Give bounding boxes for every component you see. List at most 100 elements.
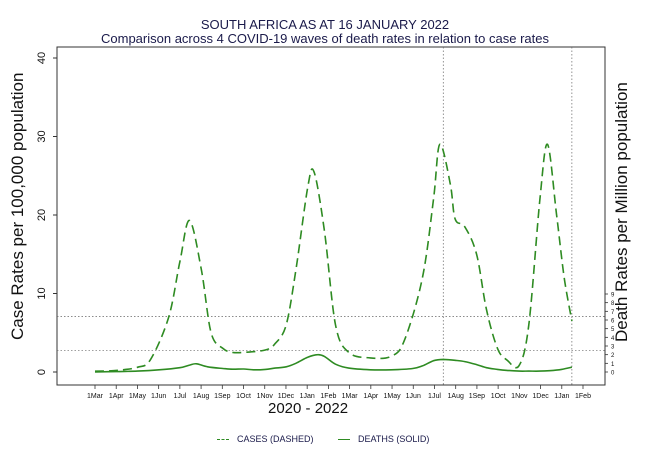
data-point-0-39	[564, 277, 565, 278]
y-right-tick-label-5: 5	[611, 327, 615, 333]
data-point-0-9	[222, 348, 223, 349]
data-point-0-22	[391, 356, 392, 357]
data-point-0-34	[518, 365, 519, 366]
legend-swatch-cases	[217, 438, 229, 440]
x-tick-label-15: 1Jun	[406, 393, 421, 400]
y-left-tick-label-4: 40	[36, 52, 48, 64]
data-point-1-18	[324, 356, 325, 357]
data-point-1-9	[232, 369, 233, 370]
x-tick-label-1: 1Apr	[109, 393, 124, 400]
x-tick-label-9: 1Dec	[278, 393, 295, 400]
x-tick-label-4: 1Jul	[173, 393, 186, 400]
x-tick-label-11: 1Feb	[320, 393, 336, 400]
data-point-0-13	[274, 343, 275, 344]
data-point-0-3	[150, 359, 151, 360]
data-point-1-34	[528, 371, 529, 372]
data-point-1-4	[179, 367, 180, 368]
data-point-0-12	[265, 349, 266, 350]
data-point-1-12	[265, 369, 266, 370]
series-line-deaths	[94, 353, 573, 373]
data-point-0-29	[464, 226, 465, 227]
data-point-1-36	[549, 370, 550, 371]
x-tick-label-2: 1May	[129, 393, 147, 400]
data-point-0-5	[179, 262, 180, 263]
data-point-0-4	[168, 317, 169, 318]
legend-label-deaths: DEATHS (SOLID)	[358, 434, 430, 444]
y-right-tick-label-1: 1	[611, 362, 615, 368]
legend-swatch-deaths	[338, 438, 350, 440]
x-tick-label-16: 1Jul	[428, 393, 441, 400]
data-point-0-6	[189, 220, 190, 221]
data-point-1-16	[307, 357, 308, 358]
data-point-1-3	[158, 369, 159, 370]
data-point-0-2	[137, 367, 138, 368]
data-point-1-29	[476, 364, 477, 365]
data-point-0-24	[422, 277, 423, 278]
data-point-1-25	[433, 360, 434, 361]
data-point-0-18	[324, 230, 325, 231]
data-point-0-25	[433, 199, 434, 200]
legend-item-cases: CASES (DASHED)	[217, 434, 314, 444]
data-point-0-7	[201, 269, 202, 270]
y-axis-left-label: Case Rates per 100,000 population	[8, 72, 27, 340]
data-point-0-31	[486, 309, 487, 310]
data-point-1-22	[391, 369, 392, 370]
data-point-0-32	[497, 348, 498, 349]
data-point-1-5	[189, 365, 190, 366]
data-point-1-33	[518, 371, 519, 372]
x-tick-label-6: 1Sep	[214, 393, 230, 400]
y-right-tick-label-6: 6	[611, 319, 615, 325]
plot-frame	[56, 46, 606, 386]
data-point-1-8	[222, 368, 223, 369]
data-point-0-15	[295, 269, 296, 270]
data-point-0-8	[211, 332, 212, 333]
x-tick-label-0: 1Mar	[87, 393, 104, 400]
y-right-tick-label-7: 7	[611, 310, 615, 316]
data-point-1-13	[274, 368, 275, 369]
x-tick-label-7: 1Oct	[236, 393, 251, 400]
data-point-1-14	[286, 366, 287, 367]
data-point-1-19	[335, 364, 336, 365]
data-point-0-11	[243, 352, 244, 353]
data-point-0-30	[476, 254, 477, 255]
data-point-1-1	[116, 371, 117, 372]
y-axis-right-label: Death Rates per Million population	[612, 82, 631, 342]
x-tick-label-20: 1Nov	[511, 393, 528, 400]
x-tick-label-10: 1Jan	[300, 393, 315, 400]
x-tick-label-19: 1Oct	[491, 393, 506, 400]
data-point-1-32	[507, 370, 508, 371]
data-point-0-23	[404, 340, 405, 341]
data-point-0-28	[455, 218, 456, 219]
data-point-1-23	[412, 368, 413, 369]
data-point-0-10	[232, 352, 233, 353]
x-axis-label: 2020 - 2022	[268, 400, 349, 417]
data-point-1-31	[497, 369, 498, 370]
data-point-1-37	[561, 369, 562, 370]
data-point-1-21	[370, 369, 371, 370]
x-tick-label-22: 1Jan	[554, 393, 569, 400]
x-tick-label-3: 1Jun	[151, 393, 166, 400]
series-line-cases	[94, 143, 573, 372]
legend-item-deaths: DEATHS (SOLID)	[338, 434, 429, 444]
x-tick-label-5: 1Aug	[193, 393, 209, 400]
data-point-1-27	[455, 360, 456, 361]
data-point-1-35	[539, 371, 540, 372]
data-point-0-26	[439, 144, 440, 145]
data-point-0-16	[307, 187, 308, 188]
data-point-1-17	[317, 354, 318, 355]
data-point-1-10	[243, 368, 244, 369]
data-point-0-38	[556, 214, 557, 215]
y-left-tick-label-2: 20	[36, 209, 48, 221]
data-point-0-37	[547, 144, 548, 145]
x-tick-label-17: 1Aug	[448, 393, 464, 400]
data-point-1-11	[253, 369, 254, 370]
y-left-tick-label-1: 10	[36, 287, 48, 299]
y-right-tick-label-0: 0	[611, 371, 615, 377]
chart-title: SOUTH AFRICA AS AT 16 JANUARY 2022	[200, 17, 450, 32]
x-tick-label-18: 1Sep	[469, 393, 485, 400]
data-point-0-21	[370, 357, 371, 358]
x-tick-label-23: 1Feb	[575, 393, 591, 400]
x-tick-label-13: 1Apr	[363, 393, 378, 400]
